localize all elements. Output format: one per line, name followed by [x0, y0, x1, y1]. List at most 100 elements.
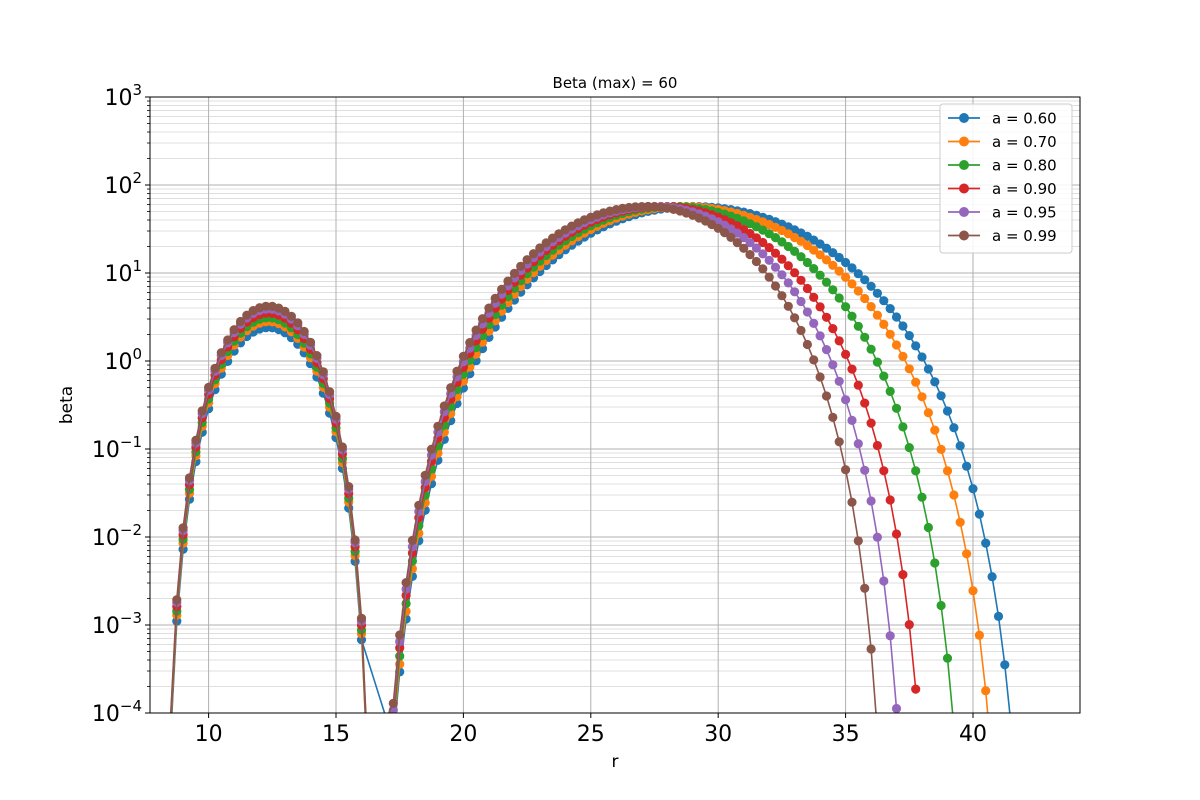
data-point: [1000, 660, 1010, 670]
data-point: [847, 364, 857, 374]
data-point: [911, 684, 921, 694]
data-point: [834, 293, 844, 303]
legend-label: a = 0.80: [992, 157, 1057, 175]
data-point: [414, 500, 424, 510]
legend-label: a = 0.99: [992, 227, 1057, 245]
data-point: [720, 228, 730, 238]
data-point: [286, 311, 296, 321]
data-point: [828, 412, 838, 422]
data-point: [770, 248, 781, 258]
data-point: [853, 269, 863, 279]
data-point: [770, 262, 781, 272]
data-point: [809, 355, 819, 365]
data-point: [280, 306, 290, 316]
data-point: [796, 296, 806, 307]
data-point: [930, 558, 940, 568]
data-point: [847, 311, 857, 321]
data-point: [821, 277, 832, 287]
data-point: [197, 406, 207, 416]
legend-label: a = 0.60: [992, 110, 1057, 128]
data-point: [847, 497, 857, 507]
data-point: [930, 425, 940, 435]
series-a = 0.99: [169, 201, 877, 713]
data-point: [821, 255, 832, 265]
data-point: [911, 466, 921, 476]
data-point: [471, 325, 481, 335]
data-point: [299, 326, 309, 337]
data-point: [917, 352, 927, 362]
data-point: [809, 292, 819, 302]
data-point: [739, 233, 749, 243]
legend-label: a = 0.70: [992, 133, 1057, 151]
data-point: [509, 268, 519, 278]
data-point: [872, 440, 883, 451]
y-tick-label: 10−4: [92, 697, 142, 727]
legend-marker: [959, 230, 969, 241]
data-point: [751, 233, 762, 243]
y-tick-label: 10−3: [92, 609, 142, 639]
data-point: [898, 321, 908, 331]
data-point: [796, 325, 806, 336]
data-point: [777, 291, 787, 301]
data-point: [974, 630, 985, 640]
data-point: [866, 302, 876, 312]
chart-title: Beta (max) = 60: [553, 74, 678, 92]
legend-marker: [959, 207, 969, 217]
data-point: [981, 686, 991, 696]
x-tick-label: 40: [959, 722, 987, 747]
data-point: [866, 281, 876, 291]
data-point: [815, 372, 825, 382]
data-point: [872, 357, 883, 367]
data-point: [866, 644, 876, 654]
data-point: [923, 522, 934, 533]
data-point: [853, 536, 863, 546]
legend-label: a = 0.95: [992, 204, 1057, 222]
data-point: [783, 278, 793, 288]
legend: a = 0.60 a = 0.70 a = 0.80 a = 0.90 a = 0.95…: [939, 103, 1073, 254]
data-point: [885, 495, 895, 505]
data-point: [777, 237, 787, 247]
data-point: [898, 570, 908, 580]
data-point: [872, 288, 883, 298]
data-point: [917, 392, 927, 402]
data-point: [305, 337, 316, 347]
data-point: [802, 283, 813, 294]
data-point: [809, 264, 819, 274]
y-tick-label: 103: [104, 81, 142, 111]
data-point: [439, 401, 449, 411]
data-point: [325, 387, 335, 397]
data-point: [872, 532, 883, 542]
data-point: [790, 246, 800, 256]
data-point: [853, 286, 863, 296]
data-point: [484, 303, 494, 313]
data-point: [923, 364, 934, 374]
data-point: [796, 275, 806, 285]
data-point: [790, 268, 800, 278]
data-point: [891, 529, 902, 539]
data-point: [891, 703, 902, 713]
data-point: [528, 249, 539, 259]
y-axis-label: beta: [57, 386, 77, 424]
data-point: [497, 284, 507, 294]
data-point: [841, 272, 851, 282]
data-point: [993, 611, 1004, 622]
data-point: [962, 549, 972, 559]
data-point: [987, 572, 997, 582]
data-point: [828, 260, 838, 270]
data-point: [739, 243, 749, 253]
data-point: [968, 586, 978, 596]
data-point: [407, 542, 417, 552]
data-point: [388, 698, 398, 709]
data-point: [904, 331, 914, 341]
data-point: [968, 484, 978, 494]
data-point: [949, 423, 959, 433]
data-point: [885, 329, 895, 339]
data-point: [860, 293, 870, 304]
data-point: [828, 248, 838, 258]
data-point: [834, 266, 844, 276]
data-point: [783, 261, 793, 271]
data-point: [452, 366, 462, 376]
data-point: [809, 318, 819, 328]
data-point: [981, 538, 991, 548]
data-point: [904, 620, 914, 630]
